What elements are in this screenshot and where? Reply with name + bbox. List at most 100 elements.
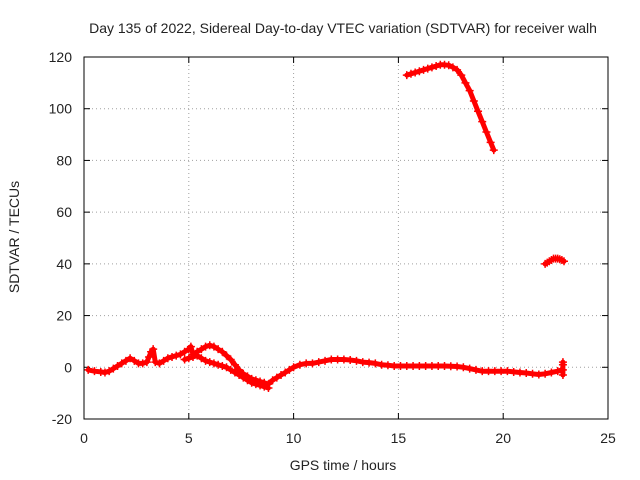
data-point xyxy=(226,355,235,364)
data-point xyxy=(235,371,244,380)
data-point xyxy=(461,78,470,87)
data-point xyxy=(448,63,457,72)
data-point xyxy=(247,378,256,387)
data-point xyxy=(84,365,93,374)
y-tick-label: 60 xyxy=(56,204,72,220)
data-point xyxy=(193,351,202,360)
data-point xyxy=(222,363,231,372)
data-point xyxy=(289,363,298,372)
data-point xyxy=(201,342,210,351)
data-point xyxy=(205,358,214,367)
data-point xyxy=(411,68,420,77)
data-point xyxy=(415,67,424,76)
data-point xyxy=(90,367,99,376)
segment-late-cluster xyxy=(541,254,568,268)
data-point xyxy=(144,352,153,361)
x-tick-label: 10 xyxy=(286,430,302,446)
y-tick-label: 80 xyxy=(56,152,72,168)
data-point xyxy=(268,376,277,385)
data-point xyxy=(272,373,281,382)
data-point xyxy=(528,369,537,378)
data-point xyxy=(149,345,158,354)
data-point xyxy=(371,359,380,368)
data-point xyxy=(180,355,189,364)
data-point xyxy=(308,359,317,368)
data-point xyxy=(151,358,160,367)
x-tick-label: 25 xyxy=(600,430,616,446)
data-point xyxy=(214,360,223,369)
data-point xyxy=(251,380,260,389)
data-point xyxy=(163,354,172,363)
data-point xyxy=(402,71,411,80)
segment-lower-branch xyxy=(180,351,273,392)
data-point xyxy=(264,383,273,392)
data-point xyxy=(553,367,562,376)
data-point xyxy=(406,69,415,78)
data-point xyxy=(176,350,185,359)
x-tick-label: 0 xyxy=(80,430,88,446)
data-point xyxy=(218,347,227,356)
data-point xyxy=(383,361,392,370)
data-point xyxy=(100,368,109,377)
data-point xyxy=(559,257,568,266)
data-point xyxy=(130,356,139,365)
x-axis-label: GPS time / hours xyxy=(290,457,397,473)
y-tick-label: 0 xyxy=(64,359,72,375)
x-tick-label: 5 xyxy=(185,430,193,446)
data-point xyxy=(230,368,239,377)
plot-frame xyxy=(83,56,609,420)
data-point xyxy=(474,107,483,116)
data-point xyxy=(285,365,294,374)
y-axis-label: SDTVAR / TECUs xyxy=(6,181,22,293)
data-point xyxy=(172,351,181,360)
data-point xyxy=(465,364,474,373)
y-tick-label: 120 xyxy=(49,49,73,65)
y-tick-label: 20 xyxy=(56,308,72,324)
data-point xyxy=(188,352,197,361)
data-point xyxy=(209,359,218,368)
data-point xyxy=(547,368,556,377)
data-point xyxy=(113,361,122,370)
data-point xyxy=(486,138,495,147)
y-tick-label: 40 xyxy=(56,256,72,272)
data-point xyxy=(444,61,453,70)
y-tick-label: -20 xyxy=(52,411,72,427)
data-point xyxy=(121,356,130,365)
data-point xyxy=(109,364,118,373)
data-point xyxy=(482,127,491,136)
data-point xyxy=(465,86,474,95)
data-point xyxy=(541,369,550,378)
data-point xyxy=(222,351,231,360)
data-point xyxy=(155,359,164,368)
data-point xyxy=(126,354,135,363)
data-point xyxy=(184,354,193,363)
data-point xyxy=(459,363,468,372)
data-point xyxy=(321,356,330,365)
x-tick-label: 20 xyxy=(495,430,511,446)
data-point xyxy=(534,370,543,379)
data-point xyxy=(105,367,114,376)
data-point xyxy=(522,368,531,377)
data-point xyxy=(256,381,265,390)
data-point xyxy=(180,347,189,356)
data-point xyxy=(453,362,462,371)
data-point xyxy=(489,146,498,155)
data-point xyxy=(365,358,374,367)
data-point xyxy=(209,342,218,351)
data-point xyxy=(346,356,355,365)
data-points xyxy=(84,60,568,392)
data-point xyxy=(423,64,432,73)
data-point xyxy=(218,361,227,370)
y-tick-label: 100 xyxy=(49,101,73,117)
data-point xyxy=(159,356,168,365)
data-point xyxy=(186,342,195,351)
chart-title: Day 135 of 2022, Sidereal Day-to-day VTE… xyxy=(89,20,597,36)
data-point xyxy=(471,365,480,374)
x-tick-label: 15 xyxy=(391,430,407,446)
data-point xyxy=(419,65,428,74)
data-point xyxy=(427,63,436,72)
data-point xyxy=(453,65,462,74)
data-point xyxy=(558,358,567,367)
data-point xyxy=(197,354,206,363)
